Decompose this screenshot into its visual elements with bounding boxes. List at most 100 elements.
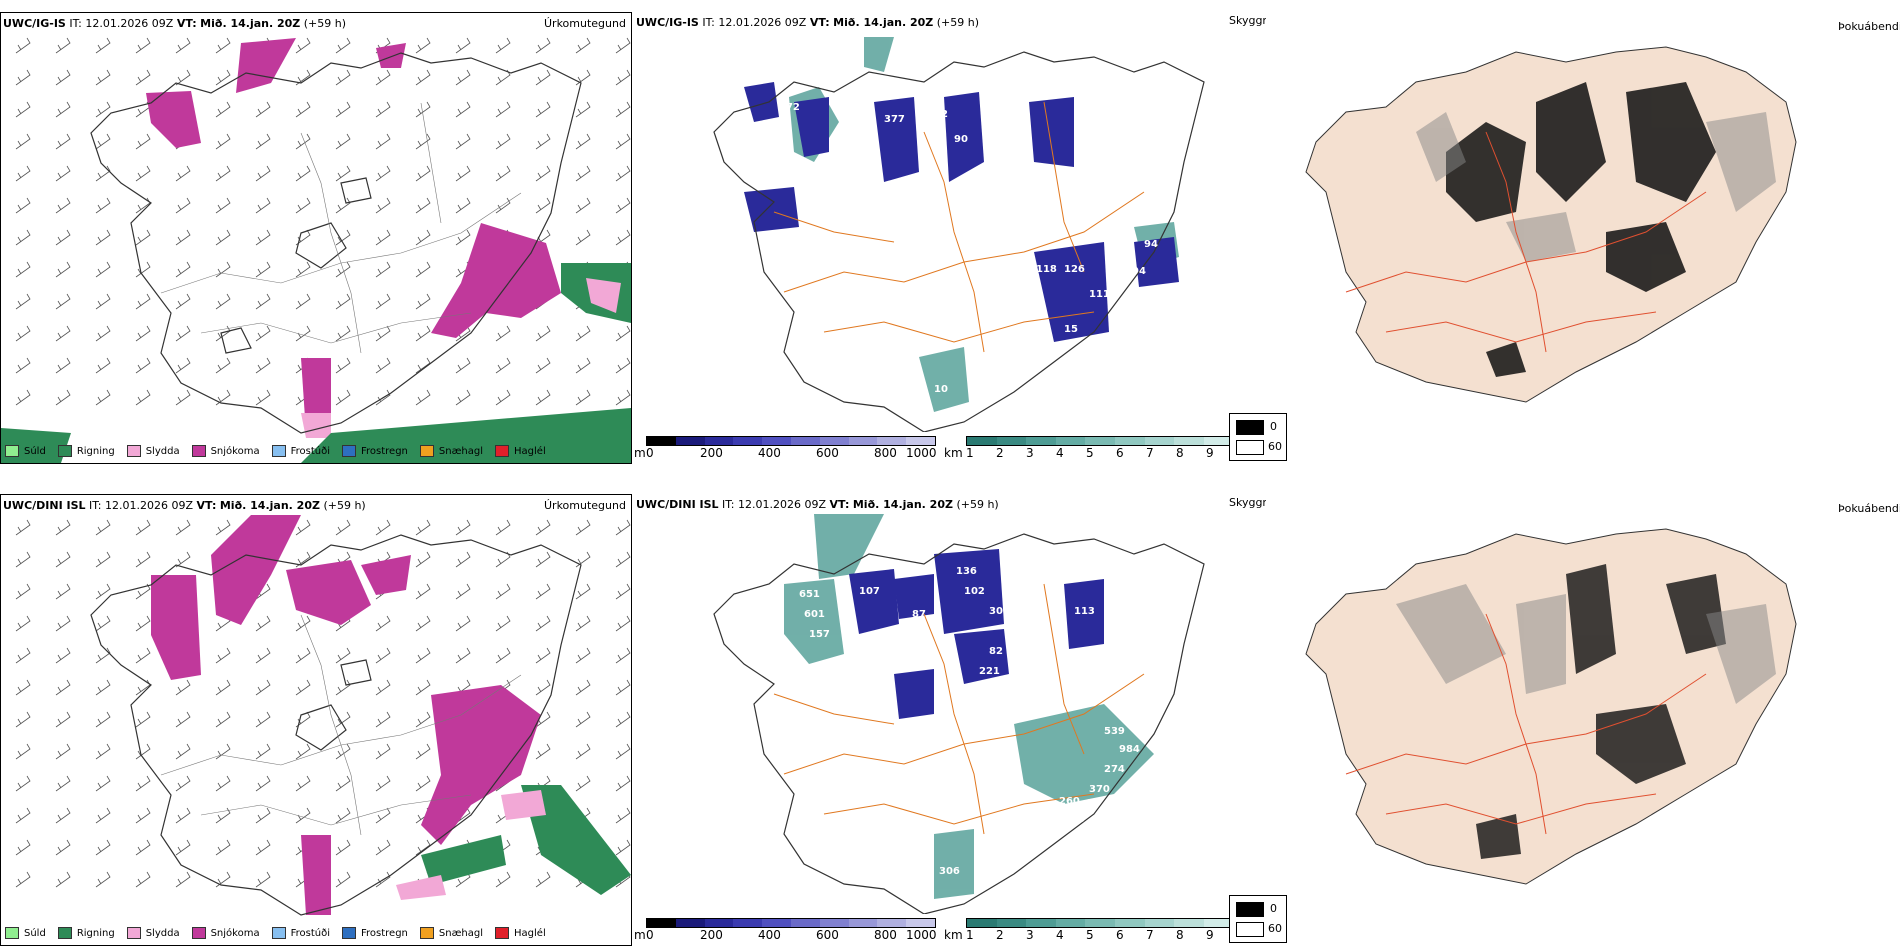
wind-barbs [15,519,631,888]
wind-barb [135,871,151,888]
wind-barb [215,165,231,182]
wind-barb [215,37,231,54]
wind-barb [135,357,151,374]
vis-label: 136 [956,566,977,577]
wind-barb [295,197,311,214]
wind-barb [295,101,311,118]
blue-vis [744,82,1179,342]
legend-label: Haglél [514,445,546,457]
wind-barb [255,197,271,214]
vis-label: 141 [1114,254,1135,265]
wind-barb [535,583,551,600]
wind-barb [15,615,31,632]
fog-gray-areas [1416,112,1776,262]
wind-barb [335,37,351,54]
wind-barb [535,551,551,568]
wind-barb [535,389,551,406]
wind-barb [135,775,151,792]
legend-label: Snjókoma [210,927,260,939]
wind-barb [535,325,551,342]
vis-label: 157 [809,629,830,640]
wind-barb [135,647,151,664]
legend-item: Snjókoma [191,445,260,457]
wind-barb [615,615,631,632]
wind-barb [135,165,151,182]
wind-barb [615,807,631,824]
wind-barb [95,357,111,374]
wind-barb [215,647,231,664]
wind-barb [135,519,151,536]
wind-barb [375,229,391,246]
wind-barb [615,197,631,214]
fog-title-top: Þokuábendi [1838,20,1900,33]
legend-label: Snjókoma [210,445,260,457]
precip-map-top [1,37,631,463]
wind-barb [335,389,351,406]
wind-barb [215,807,231,824]
precip-panel-top: UWC/IG-IS IT: 12.01.2026 09Z VT: Mið. 14… [0,12,632,464]
wind-barb [415,197,431,214]
wind-barb [255,389,271,406]
wind-barb [455,357,471,374]
wind-barb [495,389,511,406]
wind-barb [415,519,431,536]
wind-barb [335,807,351,824]
vis-label: 306 [939,866,960,877]
wind-barb [15,519,31,536]
vis-label: 984 [1119,744,1140,755]
visibility-panel-bottom: UWC/DINI ISL IT: 12.01.2026 09Z VT: Mið.… [634,494,1272,946]
wind-barb [335,325,351,342]
iceland-outline [713,51,1205,432]
wind-barb [55,37,71,54]
colorbar-segment [790,919,820,927]
wind-barb [95,679,111,696]
legend-swatch [5,445,19,457]
legend-swatch [57,445,72,457]
precip-areas [1,38,631,463]
vis-label: 94 [1132,266,1146,277]
legend-swatch [271,445,286,457]
visibility-header-top: UWC/IG-IS IT: 12.01.2026 09Z VT: Mið. 14… [636,16,980,29]
legend-label: Slydda [145,445,180,457]
wind-barb [615,357,631,374]
vis-label: 102 [964,586,985,597]
wind-barb [95,133,111,150]
wind-barb [255,743,271,760]
wind-barb [95,261,111,278]
legend-label: Frostregn [361,445,408,457]
fog-gray-areas [1396,584,1776,704]
wind-barb [535,69,551,86]
wind-barb [335,519,351,536]
legend-label: Frostúði [290,445,330,457]
wind-barb [335,357,351,374]
wind-barb [95,743,111,760]
vis-labels: 472 103 122 377 52 90 94 118 126 111 141… [779,102,1158,395]
vis-label: 111 [1089,289,1110,300]
wind-barb [575,69,591,86]
wind-barb [615,519,631,536]
wind-barb [135,839,151,856]
wind-barb [95,389,111,406]
precip-map-bottom [15,515,631,916]
vis-label: 92 [1086,798,1100,809]
vis-label: 539 [1104,726,1125,737]
wind-barb [215,839,231,856]
wind-barb [175,293,191,310]
colorbar-m-top: m 0 200 400 600 800 1000 [634,436,939,464]
legend-item: Haglél [495,445,546,457]
wind-barb [215,261,231,278]
wind-barb [495,325,511,342]
wind-barb [215,229,231,246]
wind-barb [135,551,151,568]
wind-barb [215,197,231,214]
wind-barb [55,775,71,792]
colorbar-km-bottom: km 1 2 3 4 5 6 7 8 9 10 [944,918,1264,946]
colorbar-segment [1085,919,1115,927]
wind-barb [575,37,591,54]
wind-barb [535,871,551,888]
colorbar-segment [1026,437,1056,445]
colorbar-segment [906,919,935,927]
legend-label: Súld [24,927,46,939]
legend-swatch [57,927,72,939]
wind-barb [335,229,351,246]
